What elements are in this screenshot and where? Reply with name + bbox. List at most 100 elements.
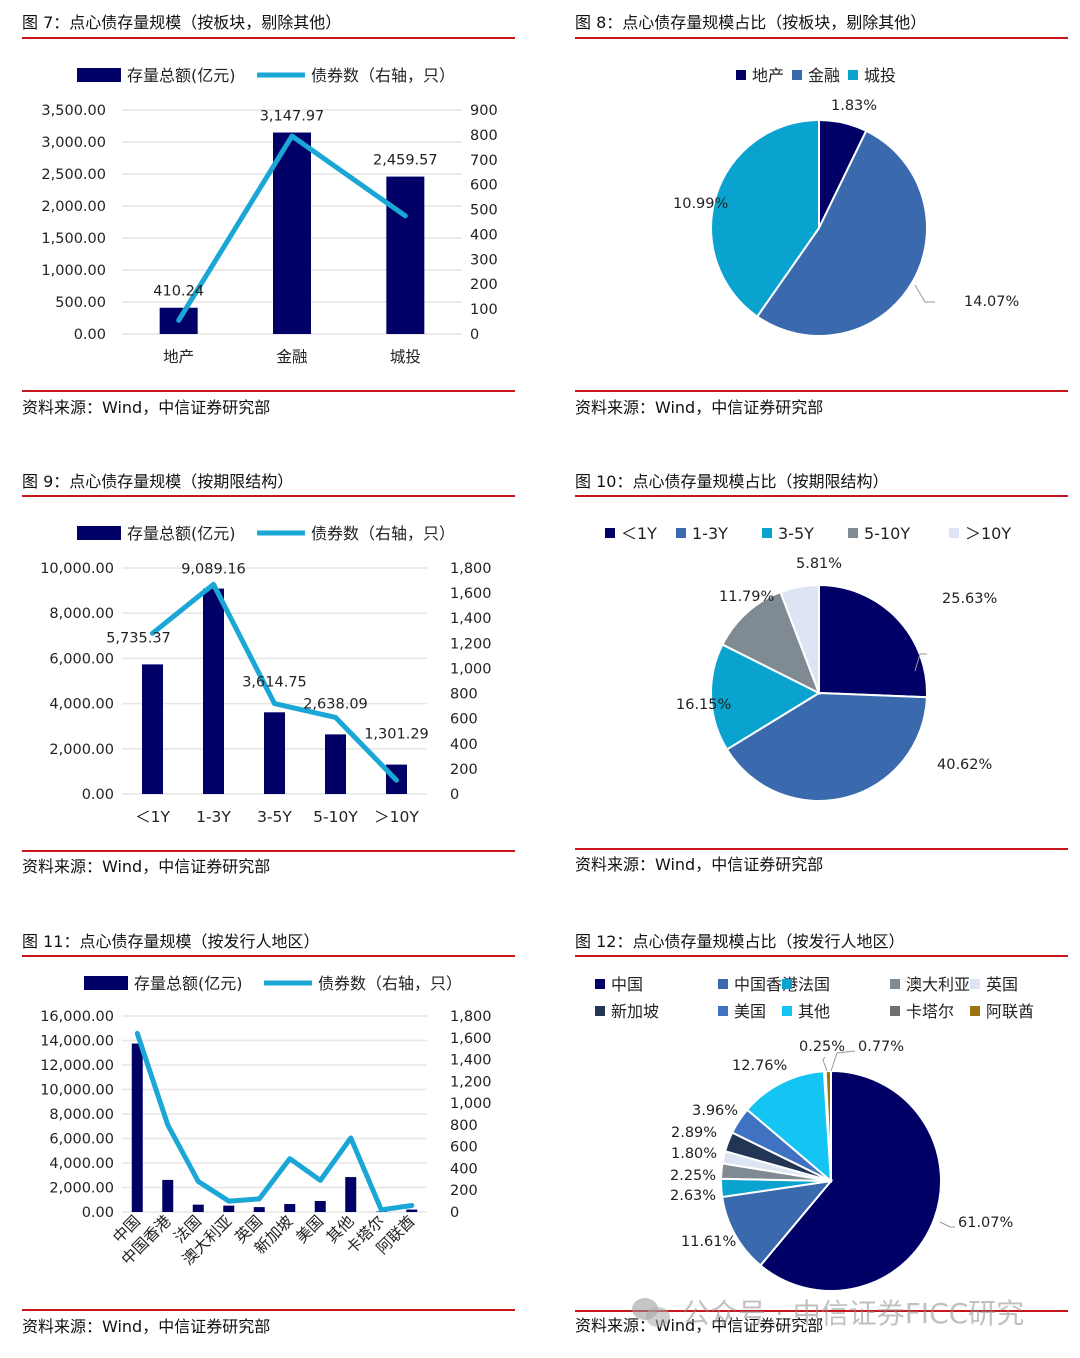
y-left-tick: 4,000.00 [49,697,114,713]
y-left-tick: 16,000.00 [40,1009,114,1025]
y-left-tick: 12,000.00 [40,1058,114,1074]
legend-label: 其他 [798,1002,830,1021]
slice-label: 16.15% [676,697,731,713]
fig8-pie-chart: 地产 金融 城投 1.83% 14.07% 10.99% [673,66,1019,337]
y-right-tick: 600 [470,178,498,194]
legend-label: 存量总额(亿元) [127,524,236,543]
leader-line [914,653,927,672]
figure-title: 图 8：点心债存量规模占比（按板块，剔除其他） [575,13,927,32]
bar-value-label: 5,735.37 [106,630,171,646]
title-rule [22,955,515,957]
y-left-tick: 14,000.00 [40,1034,114,1050]
legend-swatch [595,1006,605,1016]
slice-label: 10.99% [673,196,728,212]
figure-9-panel: 图 9：点心债存量规模（按期限结构） 存量总额(亿元) 债券数（右轴，只） 0.00… [22,471,515,881]
bar-value-label: 2,459.57 [373,153,438,169]
y-right-tick: 900 [470,103,498,119]
legend-swatch [949,528,959,538]
bar [192,1204,204,1212]
legend-label: 债券数（右轴，只） [311,524,455,543]
source-rule [22,390,515,392]
legend-label: 中国 [611,975,643,994]
y-left-tick: 2,000.00 [49,742,114,758]
x-tick: 3-5Y [257,808,292,826]
slice-label: 0.77% [858,1039,904,1055]
legend-swatch [782,979,792,989]
figure-8-panel: 图 8：点心债存量规模占比（按板块，剔除其他） 地产 金融 城投 1.83% 14.07… [575,12,1068,422]
slice-label: 11.79% [719,589,774,605]
leader-line [939,1221,955,1228]
bar-value-label: 2,638.09 [303,696,368,712]
bar [142,664,163,794]
y-right-tick: 1,200 [450,1074,492,1090]
fig9-combo-chart: 存量总额(亿元) 债券数（右轴，只） 0.00 2,000.00 4,000.00 6,0… [40,524,492,826]
x-tick: 5-10Y [313,808,358,826]
y-right-tick: 400 [450,737,478,753]
bar [386,176,425,334]
leader-line [914,284,935,303]
y-right-tick: 500 [470,203,498,219]
slice-label: 11.61% [681,1234,736,1250]
title-rule [22,495,515,497]
figure-title: 图 9：点心债存量规模（按期限结构） [22,472,294,491]
y-left-tick: 10,000.00 [40,1083,114,1099]
legend-swatch [792,70,802,80]
slice-label: 12.76% [732,1058,787,1074]
bar-value-label: 3,147.97 [260,109,325,125]
legend-label: 1-3Y [692,524,728,543]
legend-swatch-bar [77,68,121,82]
source-note: 资料来源：Wind，中信证券研究部 [22,398,271,417]
y-right-tick: 1,000 [450,661,492,677]
source-rule [575,1310,1068,1312]
y-left-tick: 3,500.00 [41,103,106,119]
y-right-tick: 300 [470,252,498,268]
slice-label: 2.89% [671,1125,717,1141]
source-rule [575,848,1068,850]
y-right-tick: 100 [470,302,498,318]
source-rule [22,1309,515,1311]
y-left-tick: 4,000.00 [49,1156,114,1172]
pie-slice [818,583,928,699]
y-left-tick: 0.00 [74,327,106,343]
bar [253,1207,265,1212]
figure-title: 图 7：点心债存量规模（按板块，剔除其他） [22,13,342,32]
y-right-tick: 200 [470,277,498,293]
legend-swatch [718,1006,728,1016]
y-right-tick: 1,400 [450,611,492,627]
bar [203,588,224,794]
source-rule [22,850,515,852]
y-right-tick: 1,000 [450,1096,492,1112]
leader-line [830,1050,856,1072]
bar-value-label: 3,614.75 [242,674,307,690]
legend-label: 新加坡 [611,1002,659,1021]
y-left-tick: 0.00 [82,787,114,803]
y-right-tick: 1,400 [450,1053,492,1069]
y-left-tick: 8,000.00 [49,606,114,622]
bar [284,1204,296,1212]
watermark: 公众号 · 中信证券FICC研究 [632,1292,1024,1332]
slice-label: 0.25% [799,1039,845,1055]
pie-slice [710,643,822,751]
legend-swatch [595,979,605,989]
legend-label: 5-10Y [864,524,910,543]
count-line [176,133,408,323]
legend-swatch-bar [84,976,128,990]
y-left-tick: 1,500.00 [41,231,106,247]
legend-swatch [676,528,686,538]
bar-value-label: 410.24 [153,284,204,300]
legend-swatch [890,979,900,989]
x-tick: ＞10Y [374,808,419,826]
y-right-tick: 1,600 [450,1031,492,1047]
legend-label: 债券数（右轴，只） [318,974,462,993]
legend-label: ＞10Y [965,524,1011,543]
fig11-combo-chart: 存量总额(亿元) 债券数（右轴，只） 0.00 2,000.00 4,000.00 6,0… [40,974,492,1269]
figure-title: 图 11：点心债存量规模（按发行人地区） [22,932,320,951]
legend-swatch [736,70,746,80]
legend-label: 地产 [752,66,784,85]
source-note: 资料来源：Wind，中信证券研究部 [575,1316,824,1335]
wechat-icon [632,1296,672,1328]
slice-label: 3.96% [692,1103,738,1119]
y-right-tick: 200 [450,762,478,778]
count-line [150,581,399,783]
fig10-pie-chart: ＜1Y 1-3Y 3-5Y 5-10Y ＞10Y 25.63% 40.62% 16.15% 11… [605,524,1011,803]
